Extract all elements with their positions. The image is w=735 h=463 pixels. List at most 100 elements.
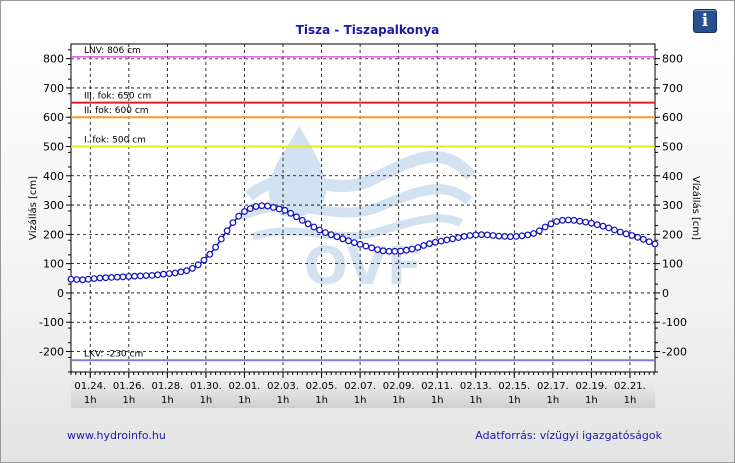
x-tick-date: 01.30. [190, 381, 222, 392]
data-point [212, 243, 220, 251]
data-point [501, 232, 509, 240]
data-point [183, 267, 191, 275]
data-point [235, 212, 243, 220]
y-tick-label-right: -100 [662, 316, 687, 329]
x-tick-date: 02.17. [537, 381, 569, 392]
data-point [350, 239, 358, 247]
threshold-label: LKV: -230 cm [84, 349, 143, 359]
x-tick-date: 02.19. [575, 381, 607, 392]
data-point [96, 274, 104, 282]
data-point [125, 273, 133, 280]
data-point [102, 274, 110, 282]
x-tick-hour: 1h [122, 395, 135, 406]
data-point [287, 209, 295, 217]
data-point [518, 232, 526, 240]
threshold-label: III. fok: 650 cm [84, 92, 151, 102]
data-point [460, 232, 468, 240]
y-tick-label-left: 0 [57, 287, 64, 300]
data-point [507, 233, 514, 241]
data-point [136, 272, 144, 280]
data-point [229, 219, 237, 227]
data-point [593, 221, 601, 229]
y-tick-label-right: 600 [662, 111, 683, 124]
data-point [449, 235, 457, 243]
thresholds: LNV: 806 cm III. fok: 650 cm II. fok: 600 … [71, 46, 655, 362]
data-point [524, 231, 532, 239]
data-point [108, 274, 115, 281]
x-axis: 01.24. 1h 01.26. 1h 01.28. 1h 01.30. 1h 02.01. 1h… [70, 372, 655, 406]
x-tick-hour: 1h [354, 395, 367, 406]
y-tick-label-right: -200 [662, 346, 687, 359]
y-tick-label-left: 100 [43, 258, 64, 271]
x-tick-hour: 1h [161, 395, 174, 406]
data-point [408, 245, 416, 253]
data-point [466, 232, 474, 239]
data-point [368, 244, 376, 252]
y-tick-label-left: 200 [43, 228, 64, 241]
data-point [645, 238, 653, 246]
data-point [588, 219, 595, 227]
data-point [437, 237, 445, 245]
x-tick-hour: 1h [585, 395, 598, 406]
y-tick-label-right: 800 [662, 53, 683, 66]
x-axis-band [71, 372, 655, 408]
data-point [131, 272, 139, 280]
data-point [223, 227, 231, 235]
info-icon[interactable]: i [693, 9, 717, 33]
data-point [160, 270, 167, 278]
data-point [576, 217, 584, 225]
x-tick-hour: 1h [315, 395, 328, 406]
y-tick-label-left: 400 [43, 170, 64, 183]
y-axis-label-left: Vízállás [cm] [27, 176, 39, 240]
data-point [316, 226, 324, 234]
y-tick-label-left: 600 [43, 111, 64, 124]
data-point [67, 275, 75, 283]
data-point [333, 233, 341, 241]
data-point [495, 232, 503, 240]
data-point [188, 264, 196, 272]
data-point [339, 235, 347, 243]
data-point [264, 202, 272, 210]
series-layer [67, 202, 659, 284]
x-tick-hour: 1h [431, 395, 444, 406]
data-point [154, 271, 162, 279]
data-point [628, 232, 636, 239]
data-point [541, 223, 549, 231]
data-point [246, 205, 254, 213]
x-tick-date: 01.28. [151, 381, 183, 392]
data-point [293, 213, 300, 221]
data-point [298, 216, 306, 224]
y-tick-label-right: 700 [662, 82, 683, 95]
threshold-label: I. fok: 500 cm [84, 136, 146, 146]
data-point [345, 237, 352, 245]
y-axis-label-right: Vízállás [cm] [690, 176, 702, 240]
data-point [310, 223, 318, 231]
data-point [651, 240, 659, 248]
data-point [356, 240, 364, 248]
x-tick-hour: 1h [84, 395, 97, 406]
data-point [206, 250, 214, 258]
y-tick-label-left: 500 [43, 141, 64, 154]
data-point [483, 231, 491, 239]
data-point [564, 216, 572, 224]
data-point [640, 235, 647, 243]
data-point [281, 206, 289, 214]
data-point [90, 275, 98, 283]
data-point [73, 276, 81, 283]
y-tick-label-left: 300 [43, 199, 64, 212]
hydroinfo-link[interactable]: www.hydroinfo.hu [67, 429, 166, 442]
y-tick-label-right: 0 [662, 287, 669, 300]
x-tick-hour: 1h [469, 395, 482, 406]
data-source-text: Adatforrás: vízügyi igazgatóságok [475, 429, 662, 442]
data-point [362, 242, 370, 250]
data-point [385, 247, 393, 255]
x-tick-hour: 1h [624, 395, 637, 406]
data-point [582, 218, 589, 226]
data-point [547, 220, 555, 228]
y-tick-label-right: 400 [662, 170, 683, 183]
data-point [489, 232, 497, 239]
y-tick-label-right: 100 [662, 258, 683, 271]
data-point [258, 202, 266, 210]
data-point [142, 272, 150, 280]
data-point [177, 268, 185, 276]
